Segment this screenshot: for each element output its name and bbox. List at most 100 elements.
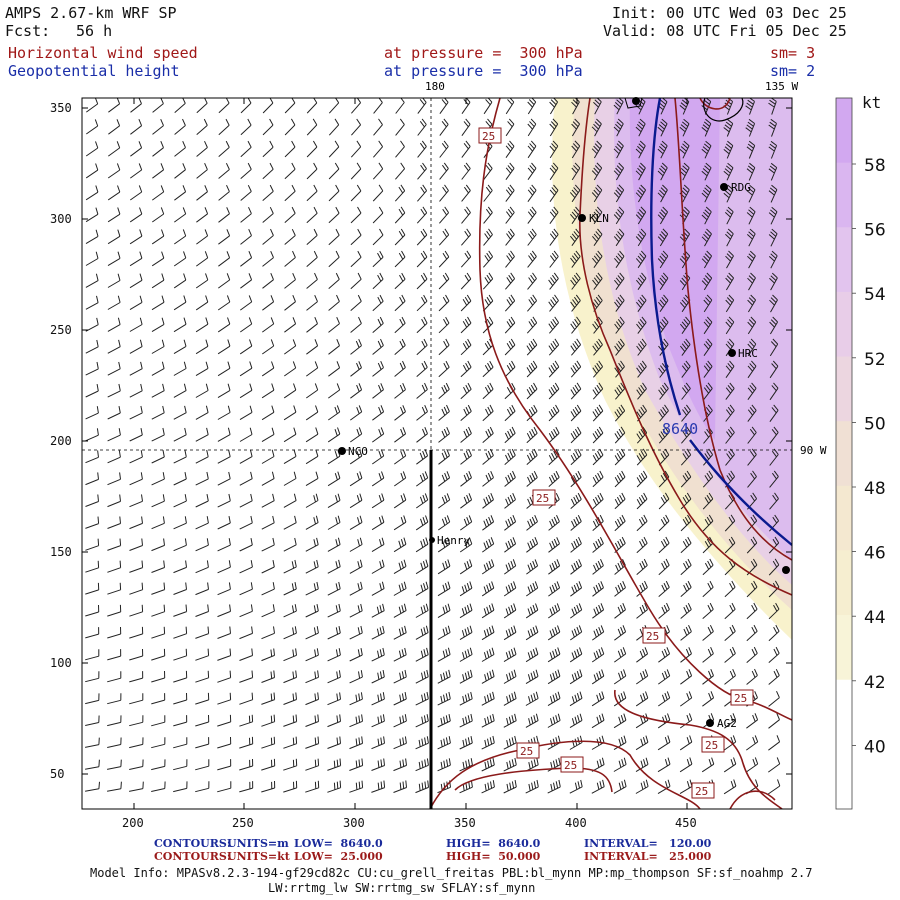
wind-barb	[767, 779, 781, 795]
wind-barb	[86, 119, 99, 135]
wind-barb	[328, 162, 340, 180]
wind-barb	[305, 449, 319, 465]
wind-barb	[217, 295, 231, 311]
wind-barb	[262, 162, 274, 180]
wind-barb	[394, 250, 406, 268]
wind-barb	[328, 98, 340, 114]
wind-barb	[592, 603, 605, 619]
wind-barb	[614, 404, 626, 422]
wind-barb	[746, 162, 756, 181]
wind-barb	[679, 735, 693, 751]
wind-barb	[394, 382, 406, 399]
wind-barb	[306, 228, 318, 245]
wind-barb	[592, 514, 604, 531]
wind-barb	[85, 141, 99, 157]
wind-barb	[679, 118, 690, 137]
wind-barb	[416, 360, 428, 377]
wind-barb	[305, 626, 319, 640]
wind-barb	[415, 780, 429, 794]
x-tick-label: 350	[454, 816, 476, 830]
wind-barb	[261, 471, 275, 486]
wind-barb	[151, 715, 166, 727]
wind-barb	[85, 163, 99, 179]
wind-barb	[107, 406, 121, 420]
colorbar-segment	[836, 485, 852, 551]
station-marker-top	[632, 97, 640, 105]
wind-barb	[701, 206, 712, 225]
wind-barb	[195, 737, 210, 749]
wind-barb	[372, 228, 384, 246]
wind-barb	[261, 515, 275, 530]
wind-barb	[394, 427, 407, 443]
wind-barb	[306, 206, 318, 224]
wind-barb	[240, 206, 252, 223]
wind-barb	[525, 647, 539, 663]
wind-barb	[657, 757, 671, 773]
wind-barb	[327, 648, 341, 662]
wind-barb	[768, 735, 781, 751]
wind-barb	[261, 758, 276, 771]
wind-barb	[504, 515, 517, 531]
wind-barb	[415, 736, 429, 750]
wind-barb	[570, 228, 581, 246]
wind-barb	[239, 648, 253, 661]
wind-barb	[415, 758, 429, 772]
wind-barb	[239, 714, 254, 727]
wind-barb	[592, 360, 604, 378]
wind-barb	[261, 670, 275, 683]
wind-barb	[85, 693, 100, 705]
wind-barb	[350, 361, 362, 377]
wind-barb	[460, 515, 473, 531]
wind-barb	[768, 668, 780, 685]
wind-barb	[548, 360, 560, 378]
wind-barb	[151, 383, 165, 398]
wind-barb	[395, 118, 405, 136]
wind-barb	[658, 404, 669, 422]
colorbar-segment	[836, 421, 852, 487]
wind-barb	[658, 602, 670, 619]
wind-barb	[261, 427, 275, 443]
wind-barb	[769, 514, 780, 532]
wind-barb	[372, 272, 384, 290]
wind-barb	[261, 780, 276, 793]
wind-barb	[151, 317, 165, 333]
wind-barb	[570, 514, 582, 531]
wind-barb	[107, 582, 122, 595]
wind-barb	[592, 294, 603, 312]
wind-barb	[613, 184, 625, 203]
wind-barb	[151, 472, 165, 486]
wind-barb	[173, 692, 188, 705]
wind-barb	[327, 427, 341, 443]
wind-barb	[151, 648, 166, 661]
wind-barb	[483, 228, 493, 246]
wind-barb	[371, 692, 385, 706]
wind-barb	[570, 559, 582, 575]
wind-barb	[459, 559, 473, 575]
wind-barb	[613, 206, 625, 225]
wind-barb	[460, 382, 472, 400]
wind-barb	[349, 471, 363, 487]
wind-barb	[482, 272, 494, 290]
wind-barb	[151, 759, 166, 771]
wind-barb	[107, 715, 122, 727]
wind-barb	[725, 426, 735, 444]
wind-barb	[328, 383, 341, 399]
wind-barb	[196, 162, 208, 179]
wind-barb	[417, 184, 428, 202]
wind-barb	[415, 714, 429, 728]
wind-barb	[613, 735, 627, 751]
wind-barb	[107, 273, 121, 288]
wind-barb	[527, 184, 537, 202]
wind-barb	[657, 184, 668, 203]
contour1-low: LOW= 8640.0	[294, 837, 383, 850]
wind-barb	[372, 338, 384, 355]
wind-barb	[505, 272, 516, 290]
wind-barb	[262, 273, 274, 289]
wind-barb	[305, 493, 319, 508]
field1-level: at pressure = 300 hPa	[384, 44, 583, 62]
field1-smoothing: sm= 3	[770, 44, 816, 62]
contour-label-25: 25	[482, 130, 495, 143]
wind-barb	[482, 470, 494, 487]
wind-barb	[725, 404, 735, 422]
colorbar-segment	[836, 162, 852, 228]
